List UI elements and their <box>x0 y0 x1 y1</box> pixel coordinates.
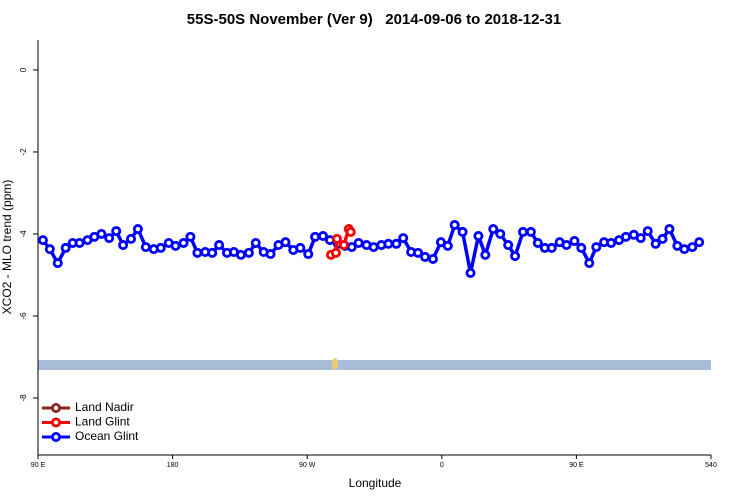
x-tick-label: 0 <box>440 462 444 469</box>
point <box>96 228 107 239</box>
point <box>207 247 218 258</box>
point <box>620 231 631 242</box>
point <box>664 224 675 235</box>
point <box>383 238 394 249</box>
point <box>60 242 71 253</box>
point <box>687 242 698 253</box>
x-tick-label: 180 <box>167 462 179 469</box>
point <box>265 249 276 260</box>
point <box>214 240 225 251</box>
point <box>532 237 543 248</box>
point <box>679 244 690 255</box>
x-tick-label: 540 <box>705 462 717 469</box>
y-tick-label: 0 <box>19 67 28 72</box>
point <box>427 253 438 264</box>
point <box>318 231 329 242</box>
point <box>140 242 151 253</box>
point <box>353 237 364 248</box>
point <box>398 233 409 244</box>
point <box>132 224 143 235</box>
legend-label: Land Nadir <box>75 400 134 414</box>
point <box>413 247 424 258</box>
point <box>576 242 587 253</box>
point <box>345 226 356 237</box>
x-tick-label: 90 E <box>569 462 584 469</box>
point <box>74 237 85 248</box>
point <box>488 224 499 235</box>
point <box>449 219 460 230</box>
y-tick-label: -4 <box>19 230 28 238</box>
point <box>457 226 468 237</box>
point <box>235 249 246 260</box>
point <box>111 226 122 237</box>
point <box>118 240 129 251</box>
point <box>518 226 529 237</box>
legend-label: Ocean Glint <box>75 429 139 443</box>
point <box>295 242 306 253</box>
point <box>591 242 602 253</box>
point <box>330 247 341 258</box>
legend-marker <box>51 402 62 413</box>
point <box>495 228 506 239</box>
x-tick-label: 90 E <box>31 462 46 469</box>
y-tick-label: -6 <box>19 312 28 320</box>
point <box>584 258 595 269</box>
point <box>170 240 181 251</box>
point <box>546 242 557 253</box>
point <box>155 242 166 253</box>
x-tick-label: 90 W <box>299 462 316 469</box>
point <box>338 240 349 251</box>
point <box>126 233 137 244</box>
point <box>650 238 661 249</box>
point <box>569 235 580 246</box>
point <box>420 251 431 262</box>
point <box>561 240 572 251</box>
point <box>303 249 314 260</box>
point <box>310 231 321 242</box>
point <box>37 235 48 246</box>
point <box>331 233 342 244</box>
surface-band <box>38 360 711 370</box>
chart-title: 55S-50S November (Ver 9) 2014-09-06 to 2… <box>187 11 561 28</box>
legend-marker <box>51 417 62 428</box>
point <box>52 258 63 269</box>
point <box>192 247 203 258</box>
point <box>391 238 402 249</box>
point <box>606 237 617 248</box>
x-axis-label: Longitude <box>349 476 402 490</box>
point <box>280 237 291 248</box>
point <box>465 267 476 278</box>
land-patch <box>332 358 338 370</box>
legend-label: Land Glint <box>75 415 130 429</box>
point <box>473 231 484 242</box>
point <box>635 233 646 244</box>
point <box>642 226 653 237</box>
point <box>442 240 453 251</box>
point <box>480 249 491 260</box>
y-tick-label: -2 <box>19 148 28 156</box>
point <box>503 240 514 251</box>
point <box>44 244 55 255</box>
point <box>178 237 189 248</box>
point <box>185 231 196 242</box>
point <box>510 251 521 262</box>
y-tick-label: -8 <box>19 394 28 402</box>
point <box>525 226 536 237</box>
point <box>104 233 115 244</box>
legend-marker <box>51 431 62 442</box>
point <box>694 237 705 248</box>
point <box>250 237 261 248</box>
point <box>368 242 379 253</box>
point <box>243 247 254 258</box>
y-axis-label: XCO2 - MLO trend (ppm) <box>0 180 14 315</box>
point <box>657 233 668 244</box>
